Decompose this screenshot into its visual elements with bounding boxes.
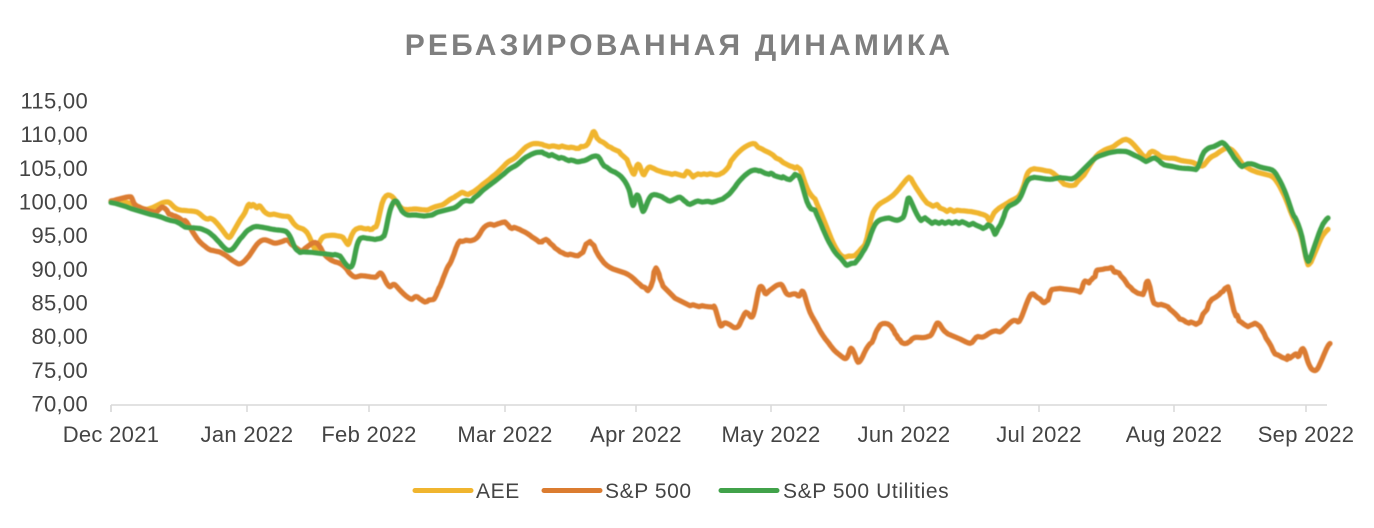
svg-text:100,00: 100,00 [19,190,88,215]
svg-text:70,00: 70,00 [31,392,88,417]
svg-text:80,00: 80,00 [31,324,88,349]
svg-text:Sep 2022: Sep 2022 [1258,422,1355,447]
svg-text:РЕБАЗИРОВАННАЯ ДИНАМИКА: РЕБАЗИРОВАННАЯ ДИНАМИКА [405,29,954,62]
svg-text:95,00: 95,00 [31,223,88,248]
svg-text:Apr 2022: Apr 2022 [590,422,682,447]
svg-text:90,00: 90,00 [31,257,88,282]
svg-text:105,00: 105,00 [19,156,88,181]
svg-text:Dec 2021: Dec 2021 [63,422,160,447]
svg-text:May 2022: May 2022 [721,422,820,447]
svg-text:Jan 2022: Jan 2022 [201,422,294,447]
svg-text:110,00: 110,00 [21,122,88,147]
svg-text:Aug 2022: Aug 2022 [1126,422,1223,447]
svg-text:115,00: 115,00 [21,89,88,114]
svg-text:85,00: 85,00 [31,291,88,316]
svg-text:Jul 2022: Jul 2022 [996,422,1082,447]
svg-text:Mar 2022: Mar 2022 [457,422,552,447]
svg-text:S&P 500 Utilities: S&P 500 Utilities [783,480,949,503]
svg-text:S&P 500: S&P 500 [605,480,692,503]
svg-text:75,00: 75,00 [31,358,88,383]
svg-text:AEE: AEE [476,480,520,503]
svg-text:Jun 2022: Jun 2022 [858,422,951,447]
svg-text:Feb 2022: Feb 2022 [321,422,416,447]
